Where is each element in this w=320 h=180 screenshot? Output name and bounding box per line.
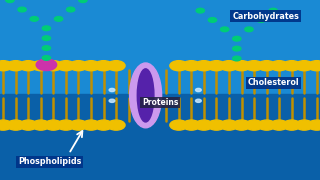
Circle shape xyxy=(54,17,63,21)
Circle shape xyxy=(32,120,50,130)
Circle shape xyxy=(195,61,213,71)
Circle shape xyxy=(42,56,51,60)
Circle shape xyxy=(283,120,301,130)
Circle shape xyxy=(233,46,241,51)
Circle shape xyxy=(208,18,217,22)
Circle shape xyxy=(18,7,26,12)
Circle shape xyxy=(258,120,276,130)
Ellipse shape xyxy=(137,69,154,122)
Circle shape xyxy=(32,61,50,71)
Circle shape xyxy=(220,61,238,71)
Circle shape xyxy=(233,36,241,41)
Circle shape xyxy=(107,61,125,71)
Circle shape xyxy=(233,56,241,61)
Circle shape xyxy=(69,120,87,130)
Circle shape xyxy=(69,61,87,71)
Circle shape xyxy=(245,27,253,32)
Circle shape xyxy=(95,61,113,71)
Circle shape xyxy=(170,61,188,71)
Circle shape xyxy=(0,120,12,130)
Circle shape xyxy=(257,18,265,22)
Circle shape xyxy=(258,61,276,71)
Circle shape xyxy=(7,61,25,71)
Circle shape xyxy=(182,120,200,130)
Circle shape xyxy=(233,120,251,130)
Circle shape xyxy=(283,61,301,71)
Circle shape xyxy=(295,120,313,130)
Circle shape xyxy=(196,88,201,92)
Circle shape xyxy=(269,8,277,13)
Circle shape xyxy=(170,120,188,130)
Circle shape xyxy=(109,99,115,102)
Circle shape xyxy=(6,0,14,3)
Bar xyxy=(0,94,320,180)
Circle shape xyxy=(44,61,62,71)
Circle shape xyxy=(7,120,25,130)
Circle shape xyxy=(270,120,288,130)
Circle shape xyxy=(195,120,213,130)
Circle shape xyxy=(245,61,263,71)
Circle shape xyxy=(196,99,201,102)
Circle shape xyxy=(220,27,229,32)
Circle shape xyxy=(196,8,204,13)
Circle shape xyxy=(42,26,51,31)
Circle shape xyxy=(82,120,100,130)
Ellipse shape xyxy=(130,63,162,128)
Circle shape xyxy=(19,61,37,71)
Circle shape xyxy=(182,61,200,71)
Circle shape xyxy=(107,120,125,130)
Circle shape xyxy=(245,120,263,130)
Circle shape xyxy=(308,120,320,130)
Circle shape xyxy=(0,61,12,71)
Circle shape xyxy=(95,120,113,130)
Circle shape xyxy=(42,36,51,40)
Circle shape xyxy=(42,46,51,50)
Circle shape xyxy=(57,120,75,130)
Circle shape xyxy=(82,61,100,71)
Circle shape xyxy=(44,120,62,130)
Circle shape xyxy=(270,61,288,71)
Text: Carbohydrates: Carbohydrates xyxy=(232,12,299,21)
Text: Phospholipids: Phospholipids xyxy=(18,158,81,166)
Circle shape xyxy=(30,17,38,21)
Circle shape xyxy=(109,88,115,92)
Circle shape xyxy=(207,61,225,71)
Circle shape xyxy=(233,61,251,71)
Circle shape xyxy=(295,61,313,71)
Circle shape xyxy=(220,120,238,130)
Circle shape xyxy=(57,61,75,71)
Circle shape xyxy=(308,61,320,71)
Text: Proteins: Proteins xyxy=(142,98,178,107)
Text: Cholesterol: Cholesterol xyxy=(248,78,300,87)
Circle shape xyxy=(19,120,37,130)
Circle shape xyxy=(79,0,87,3)
Circle shape xyxy=(67,7,75,12)
Circle shape xyxy=(36,59,57,71)
Circle shape xyxy=(207,120,225,130)
